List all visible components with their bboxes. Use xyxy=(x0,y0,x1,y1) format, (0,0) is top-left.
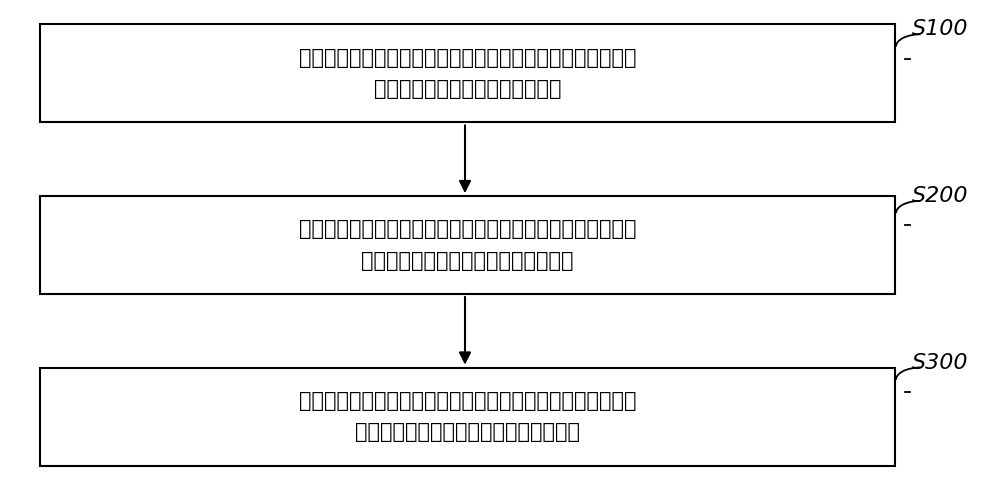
Text: 获取风电机组各个机位点不同风速下的湍流强度数据，提取与
不同风速分别对应的包络湍流强度: 获取风电机组各个机位点不同风速下的湍流强度数据，提取与 不同风速分别对应的包络湍… xyxy=(299,48,636,99)
Text: S200: S200 xyxy=(912,186,968,206)
Bar xyxy=(40,368,895,466)
Bar xyxy=(40,24,895,122)
Text: 依据预设风速区间的包络湍流强度，对预设风速区间内的湍流
强度数据进行拟合，得到拟合湍流强度: 依据预设风速区间的包络湍流强度，对预设风速区间内的湍流 强度数据进行拟合，得到拟… xyxy=(299,220,636,270)
Text: S100: S100 xyxy=(912,20,968,39)
Text: 依据拟合湍流强度，计算风电机组的载荷值，并结合风电机组
的设计载荷判定载荷值是否处于正常范围: 依据拟合湍流强度，计算风电机组的载荷值，并结合风电机组 的设计载荷判定载荷值是否… xyxy=(299,391,636,442)
Text: S300: S300 xyxy=(912,353,968,372)
Bar xyxy=(40,196,895,294)
